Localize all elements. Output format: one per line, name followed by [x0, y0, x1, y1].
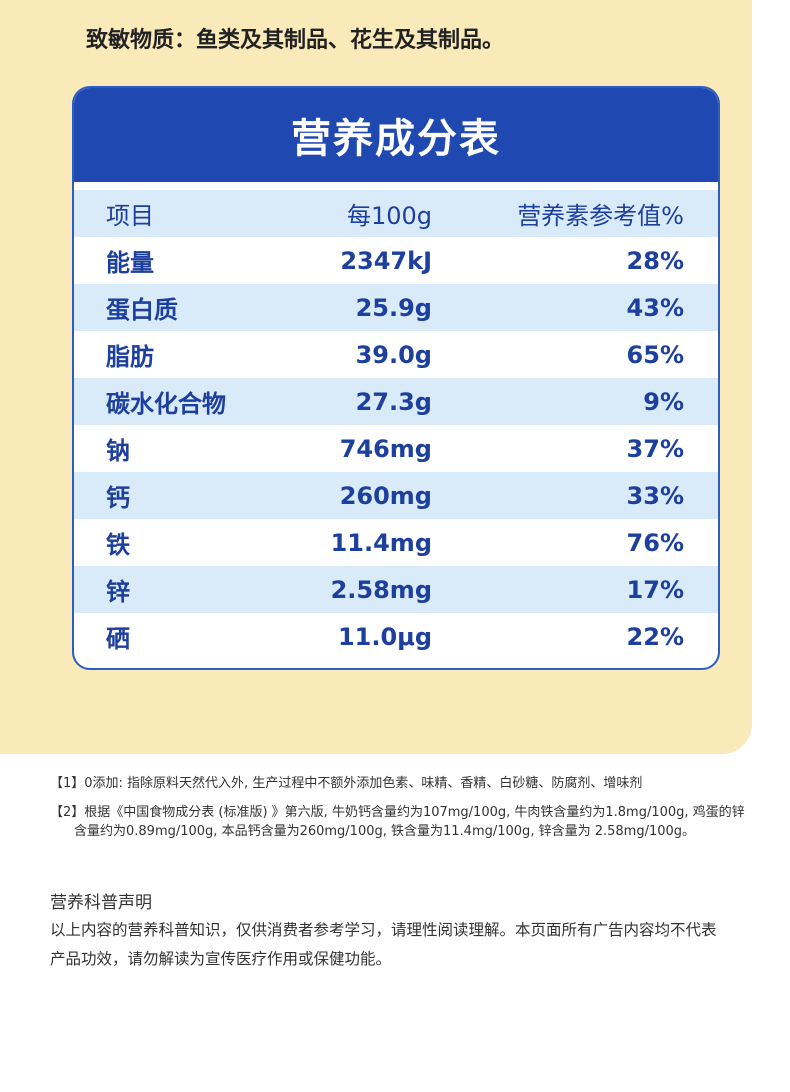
row-nrv-value: 22% — [626, 622, 684, 651]
table-row: 能量 2347kJ 28% — [74, 237, 718, 284]
row-per100g-value: 746mg — [339, 434, 432, 463]
row-nrv-value: 37% — [626, 434, 684, 463]
column-header-item: 项目 — [106, 202, 154, 230]
table-row: 碳水化合物 27.3g 9% — [74, 378, 718, 425]
row-item-name: 蛋白质 — [106, 296, 178, 324]
table-row: 硒 11.0μg 22% — [74, 613, 718, 660]
row-item-name: 能量 — [106, 249, 154, 277]
nutrition-table-header: 营养成分表 — [74, 88, 718, 182]
row-per100g-value: 2.58mg — [330, 575, 432, 604]
row-per100g-value: 39.0g — [355, 340, 432, 369]
row-item-name: 碳水化合物 — [106, 390, 226, 418]
footnote-2: 【2】根据《中国食物成分表 (标准版) 》第六版, 牛奶钙含量约为107mg/1… — [50, 805, 745, 839]
row-nrv-value: 76% — [626, 528, 684, 557]
row-item-name: 铁 — [106, 531, 130, 559]
disclaimer-title: 营养科普声明 — [50, 893, 152, 913]
footnotes: 【1】0添加: 指除原料天然代入外, 生产过程中不额外添加色素、味精、香精、白砂… — [50, 774, 750, 851]
allergen-statement: 致敏物质：鱼类及其制品、花生及其制品。 — [86, 28, 505, 53]
table-row: 蛋白质 25.9g 43% — [74, 284, 718, 331]
row-per100g-value: 11.0μg — [337, 622, 432, 651]
row-nrv-value: 28% — [626, 246, 684, 275]
row-per100g-value: 11.4mg — [330, 528, 432, 557]
table-row: 铁 11.4mg 76% — [74, 519, 718, 566]
row-nrv-value: 9% — [643, 387, 684, 416]
row-per100g-value: 27.3g — [355, 387, 432, 416]
row-item-name: 脂肪 — [106, 343, 154, 371]
disclaimer-body: 以上内容的营养科普知识，仅供消费者参考学习，请理性阅读理解。本页面所有广告内容均… — [50, 921, 717, 968]
header-gap — [74, 182, 718, 190]
nutrition-table-title: 营养成分表 — [291, 116, 501, 162]
table-row: 锌 2.58mg 17% — [74, 566, 718, 613]
row-per100g-value: 25.9g — [355, 293, 432, 322]
row-nrv-value: 33% — [626, 481, 684, 510]
table-row: 钠 746mg 37% — [74, 425, 718, 472]
column-header-per100g: 每100g — [346, 202, 432, 230]
row-item-name: 锌 — [106, 578, 130, 606]
nutrition-table: 营养成分表 项目 每100g 营养素参考值% 能量 2347kJ 28% 蛋白质 25.… — [72, 86, 720, 670]
table-row: 钙 260mg 33% — [74, 472, 718, 519]
row-item-name: 钠 — [106, 437, 130, 465]
table-body: 能量 2347kJ 28% 蛋白质 25.9g 43% 脂肪 39.0g 65% 碳水化合物 27.… — [74, 237, 718, 660]
row-nrv-value: 17% — [626, 575, 684, 604]
column-header-nrv: 营养素参考值% — [517, 202, 684, 230]
row-nrv-value: 43% — [626, 293, 684, 322]
table-column-headers: 项目 每100g 营养素参考值% — [74, 190, 718, 237]
row-per100g-value: 260mg — [339, 481, 432, 510]
row-item-name: 硒 — [106, 625, 130, 653]
table-row: 脂肪 39.0g 65% — [74, 331, 718, 378]
row-per100g-value: 2347kJ — [340, 246, 432, 275]
footnote-1: 【1】0添加: 指除原料天然代入外, 生产过程中不额外添加色素、味精、香精、白砂… — [50, 776, 643, 791]
row-item-name: 钙 — [106, 484, 130, 512]
row-nrv-value: 65% — [626, 340, 684, 369]
